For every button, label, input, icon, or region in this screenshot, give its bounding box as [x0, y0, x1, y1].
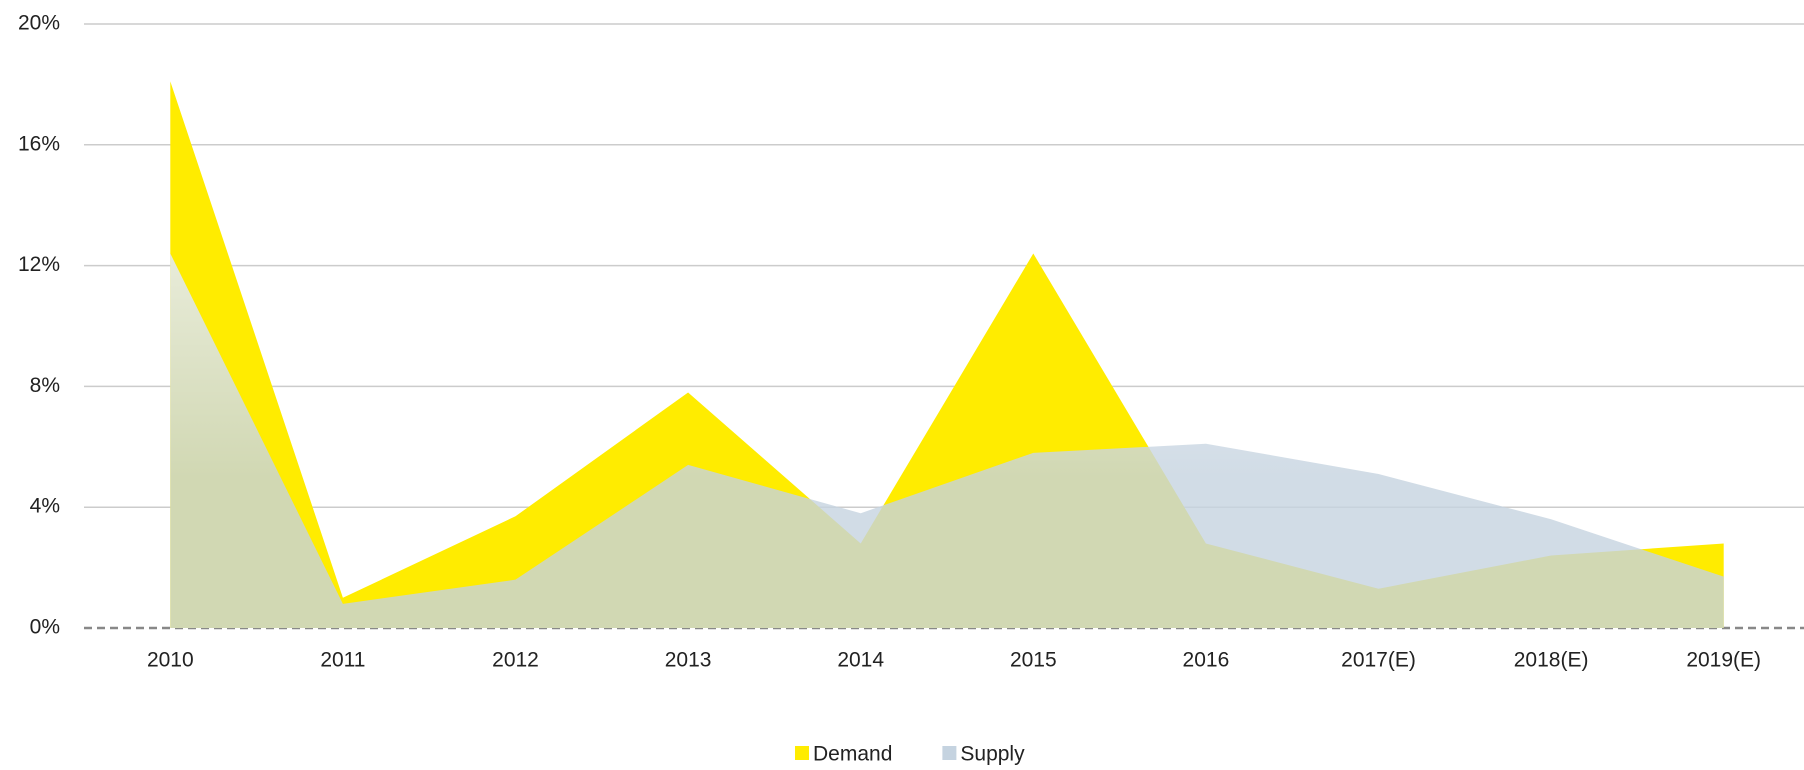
y-tick-label: 0%	[30, 616, 60, 639]
legend-label: Supply	[960, 743, 1025, 766]
y-tick-label: 8%	[30, 374, 60, 397]
x-tick-label: 2018(E)	[1514, 649, 1589, 672]
x-tick-label: 2019(E)	[1686, 649, 1761, 672]
legend-swatch	[942, 746, 957, 760]
y-tick-label: 4%	[30, 495, 60, 518]
area	[170, 81, 1724, 628]
x-tick-label: 2011	[320, 649, 365, 672]
y-tick-label: 12%	[18, 253, 60, 276]
x-tick-label: 2013	[665, 649, 712, 672]
y-tick-label: 20%	[18, 12, 60, 35]
x-tick-label: 2017(E)	[1341, 649, 1416, 672]
y-tick-label: 16%	[18, 132, 60, 155]
x-tick-label: 2016	[1183, 649, 1230, 672]
x-tick-label: 2015	[1010, 649, 1057, 672]
legend-swatch	[795, 746, 809, 760]
legend-label: Demand	[813, 743, 892, 766]
x-tick-label: 2012	[492, 649, 539, 672]
x-tick-label: 2014	[837, 649, 884, 672]
x-tick-label: 2010	[147, 649, 194, 672]
area-highlight	[170, 253, 1724, 628]
